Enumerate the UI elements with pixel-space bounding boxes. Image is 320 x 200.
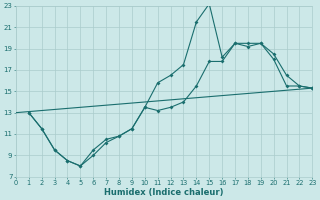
X-axis label: Humidex (Indice chaleur): Humidex (Indice chaleur) bbox=[104, 188, 224, 197]
